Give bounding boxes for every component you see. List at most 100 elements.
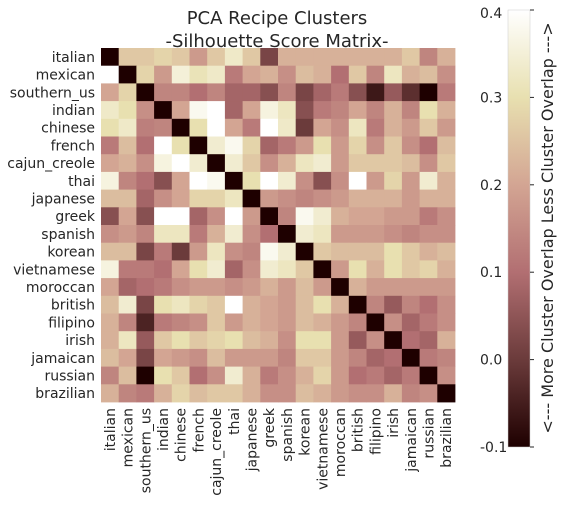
heatmap-cell-chinese-russian [420, 119, 438, 137]
heatmap-cell-moroccan-irish [384, 278, 402, 296]
heatmap-cell-cajun_creole-italian [101, 154, 119, 172]
row-label-moroccan: moroccan [26, 280, 95, 296]
row-label-thai: thai [68, 174, 95, 190]
heatmap-cell-korean-southern_us [136, 243, 154, 261]
heatmap-cell-moroccan-korean [296, 278, 314, 296]
heatmap-cell-indian-japanese [243, 101, 261, 119]
heatmap-cell-thai-filipino [367, 172, 385, 190]
heatmap-cell-irish-korean [296, 331, 314, 349]
heatmap-cell-cajun_creole-moroccan [331, 154, 349, 172]
heatmap-cell-mexican-thai [225, 66, 243, 84]
column-label-mexican: mexican [121, 408, 137, 467]
heatmap-cell-vietnamese-vietnamese [313, 260, 331, 278]
heatmap-cell-jamaican-filipino [367, 349, 385, 367]
heatmap-cell-french-brazilian [437, 137, 455, 155]
heatmap-cell-british-italian [101, 296, 119, 314]
heatmap-cell-italian-chinese [172, 48, 190, 66]
heatmap-cell-indian-british [349, 101, 367, 119]
heatmap-cell-french-italian [101, 137, 119, 155]
row-label-indian: indian [52, 103, 95, 119]
heatmap-cell-spanish-moroccan [331, 225, 349, 243]
heatmap-cell-moroccan-jamaican [402, 278, 420, 296]
column-label-greek: greek [262, 407, 278, 448]
heatmap-cell-british-greek [260, 296, 278, 314]
heatmap-cell-brazilian-russian [420, 384, 438, 402]
heatmap-cell-moroccan-filipino [367, 278, 385, 296]
heatmap-cell-brazilian-irish [384, 384, 402, 402]
heatmap-cell-chinese-southern_us [136, 119, 154, 137]
heatmap-cell-indian-cajun_creole [207, 101, 225, 119]
heatmap-cell-filipino-southern_us [136, 314, 154, 332]
heatmap-cell-spanish-greek [260, 225, 278, 243]
heatmap-cell-mexican-greek [260, 66, 278, 84]
heatmap-cell-moroccan-japanese [243, 278, 261, 296]
heatmap-cell-filipino-italian [101, 314, 119, 332]
row-label-italian: italian [52, 50, 95, 66]
colorbar-label: <--- More Cluster Overlap Less Cluster O… [538, 22, 557, 433]
heatmap-cell-jamaican-moroccan [331, 349, 349, 367]
heatmap-cell-italian-russian [420, 48, 438, 66]
heatmap-cell-southern_us-chinese [172, 83, 190, 101]
row-label-irish: irish [65, 333, 95, 349]
heatmap-cell-british-british [349, 296, 367, 314]
heatmap-cell-greek-chinese [172, 207, 190, 225]
heatmap-cell-mexican-french [190, 66, 208, 84]
heatmap-cell-chinese-spanish [278, 119, 296, 137]
heatmap-cell-greek-mexican [119, 207, 137, 225]
heatmap-cell-indian-chinese [172, 101, 190, 119]
heatmap-cell-filipino-brazilian [437, 314, 455, 332]
heatmap-cell-french-filipino [367, 137, 385, 155]
heatmap-cells [101, 48, 455, 402]
heatmap-cell-chinese-mexican [119, 119, 137, 137]
heatmap-cell-brazilian-mexican [119, 384, 137, 402]
heatmap-cell-british-japanese [243, 296, 261, 314]
column-label-french: french [191, 408, 207, 452]
heatmap-cell-brazilian-japanese [243, 384, 261, 402]
heatmap-cell-chinese-indian [154, 119, 172, 137]
heatmap-cell-vietnamese-jamaican [402, 260, 420, 278]
heatmap-cell-british-brazilian [437, 296, 455, 314]
column-label-british: british [351, 408, 367, 452]
heatmap-cell-indian-jamaican [402, 101, 420, 119]
heatmap-cell-greek-korean [296, 207, 314, 225]
heatmap-cell-russian-vietnamese [313, 367, 331, 385]
heatmap-cell-moroccan-cajun_creole [207, 278, 225, 296]
row-label-french: french [51, 138, 95, 154]
heatmap-cell-british-thai [225, 296, 243, 314]
heatmap-cell-mexican-korean [296, 66, 314, 84]
heatmap-cell-cajun_creole-french [190, 154, 208, 172]
heatmap-cell-french-vietnamese [313, 137, 331, 155]
heatmap-cell-chinese-brazilian [437, 119, 455, 137]
heatmap-cell-italian-moroccan [331, 48, 349, 66]
column-label-brazilian: brazilian [439, 408, 455, 468]
heatmap-cell-thai-irish [384, 172, 402, 190]
heatmap-cell-cajun_creole-indian [154, 154, 172, 172]
heatmap-cell-irish-filipino [367, 331, 385, 349]
heatmap-cell-japanese-korean [296, 190, 314, 208]
heatmap-cell-jamaican-korean [296, 349, 314, 367]
heatmap-cell-cajun_creole-mexican [119, 154, 137, 172]
colorbar-tick-label: 0.4 [480, 6, 502, 22]
row-label-mexican: mexican [36, 68, 95, 84]
heatmap-cell-korean-jamaican [402, 243, 420, 261]
heatmap-cell-filipino-greek [260, 314, 278, 332]
heatmap-cell-russian-filipino [367, 367, 385, 385]
colorbar-tick-label: -0.1 [480, 440, 507, 456]
heatmap-cell-british-cajun_creole [207, 296, 225, 314]
heatmap-cell-vietnamese-cajun_creole [207, 260, 225, 278]
heatmap-cell-filipino-cajun_creole [207, 314, 225, 332]
heatmap-cell-russian-italian [101, 367, 119, 385]
heatmap-cell-irish-french [190, 331, 208, 349]
heatmap-cell-thai-french [190, 172, 208, 190]
heatmap-cell-brazilian-chinese [172, 384, 190, 402]
heatmap-cell-thai-indian [154, 172, 172, 190]
heatmap-cell-greek-vietnamese [313, 207, 331, 225]
row-label-jamaican: jamaican [30, 351, 95, 367]
heatmap-cell-cajun_creole-spanish [278, 154, 296, 172]
heatmap-cell-jamaican-southern_us [136, 349, 154, 367]
heatmap-cell-jamaican-indian [154, 349, 172, 367]
heatmap-cell-jamaican-irish [384, 349, 402, 367]
heatmap-cell-filipino-filipino [367, 314, 385, 332]
heatmap-cell-british-french [190, 296, 208, 314]
heatmap-cell-british-irish [384, 296, 402, 314]
